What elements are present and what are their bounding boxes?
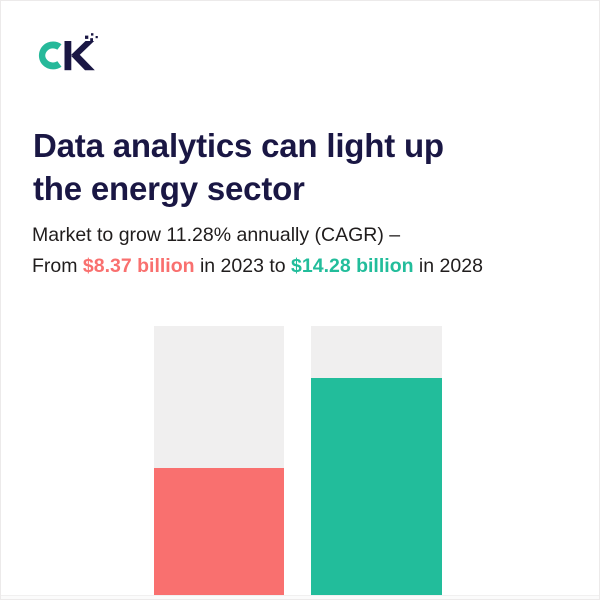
bar-track-2023 (154, 326, 284, 597)
ck-logo-mark (38, 33, 98, 71)
headline-line-1: Data analytics can light up (33, 127, 444, 165)
logo-sparkle-dot-4 (95, 36, 98, 39)
subtitle-from-prefix: From (32, 255, 83, 277)
subtitle-mid-text: in 2023 to (194, 255, 292, 277)
logo-c-shape (38, 41, 62, 70)
subtitle-line-values: From $8.37 billion in 2023 to $14.28 bil… (32, 251, 577, 282)
logo-k-upper-arm (71, 41, 95, 57)
subtitle-line-cagr: Market to grow 11.28% annually (CAGR) – (32, 224, 401, 246)
bar-fill-2028 (311, 377, 442, 597)
logo-k-lower-arm (71, 54, 95, 71)
subtitle-to-suffix: in 2028 (413, 255, 483, 277)
logo-k-stem (64, 41, 72, 71)
subtitle: Market to grow 11.28% annually (CAGR) – … (32, 220, 577, 282)
footer-band (1, 595, 599, 599)
logo-sparkle-dot-2 (90, 38, 93, 41)
ck-logo (34, 32, 100, 82)
headline-line-2: the energy sector (33, 170, 305, 208)
value-2023: $8.37 billion (82, 255, 195, 277)
bar-fill-2023 (154, 468, 284, 597)
value-2028: $14.28 billion (291, 255, 414, 277)
logo-sparkle-dot-3 (91, 33, 94, 36)
page-title: Data analytics can light up the energy s… (33, 124, 553, 210)
bar-track-2028 (311, 326, 442, 597)
logo-sparkle-dot-1 (85, 35, 89, 39)
